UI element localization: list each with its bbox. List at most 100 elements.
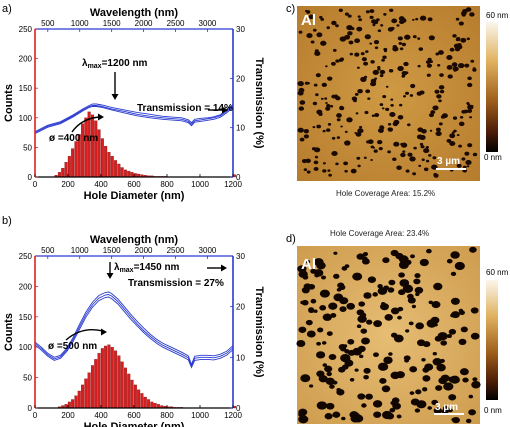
afm-hole [387, 150, 391, 154]
afm-hole [369, 9, 375, 14]
histogram-bar [67, 156, 71, 178]
right-tick-label: 10 [236, 353, 245, 362]
afm-hole [353, 99, 357, 103]
afm-hole [465, 418, 472, 424]
afm-hole [452, 34, 457, 38]
afm-hole [461, 13, 466, 17]
afm-hole [306, 170, 311, 174]
afm-hole [303, 168, 308, 172]
afm-hole [403, 61, 409, 67]
afm-hole [454, 261, 465, 271]
histogram-bar [94, 359, 98, 409]
afm-hole [359, 312, 367, 318]
y-tick-label: 0 [28, 173, 33, 182]
afm-hole [370, 60, 375, 64]
panel-label-c: c) [286, 3, 295, 15]
afm-hole [349, 378, 355, 382]
afm-hole [462, 165, 467, 169]
histogram-bar [120, 361, 124, 409]
afm-hole [422, 375, 431, 382]
afm-hole [305, 319, 313, 326]
afm-hole [431, 301, 441, 309]
afm-hole [402, 95, 407, 98]
arrow-head [98, 113, 104, 121]
histogram-bar [114, 160, 118, 178]
afm-hole [326, 371, 332, 377]
afm-hole [454, 47, 461, 52]
afm-hole [372, 146, 376, 149]
afm-hole [464, 151, 470, 156]
afm-hole [387, 27, 394, 32]
afm-hole [359, 125, 363, 129]
afm-hole [316, 341, 322, 346]
afm-hole [416, 400, 427, 409]
afm-hole [422, 341, 431, 348]
afm-hole [306, 10, 311, 14]
histogram-bar [130, 172, 134, 178]
afm-hole [460, 326, 468, 333]
afm-hole [363, 367, 371, 374]
afm-hole [470, 104, 474, 108]
histogram-bar [81, 123, 85, 178]
scale-bar-d [434, 413, 464, 415]
afm-hole [312, 126, 316, 129]
afm-hole [439, 89, 445, 94]
afm-hole [435, 127, 441, 132]
afm-hole [400, 142, 404, 146]
afm-hole [433, 282, 443, 291]
afm-hole [374, 113, 380, 117]
right-tick-label: 0 [236, 173, 241, 182]
afm-hole [349, 52, 353, 56]
afm-hole [376, 18, 380, 22]
diameter-arrow [65, 328, 104, 341]
afm-hole [338, 344, 347, 350]
afm-hole [382, 95, 387, 99]
right-tick-label: 30 [236, 25, 245, 34]
histogram-bar [137, 389, 141, 409]
afm-hole [350, 27, 355, 31]
histogram-bar [127, 373, 131, 409]
afm-hole [355, 112, 359, 115]
colorbar-min-c: 0 nm [484, 153, 502, 162]
afm-hole [339, 105, 344, 109]
afm-hole [352, 347, 363, 356]
afm-hole [440, 340, 448, 346]
histogram-bar [67, 401, 71, 409]
histogram-bar [104, 146, 108, 178]
histogram-bar [127, 170, 131, 178]
lambda-max-label: λmax=1450 nm [114, 262, 180, 274]
afm-hole [343, 161, 349, 166]
afm-hole [303, 134, 309, 139]
afm-hole [367, 139, 374, 145]
afm-hole [467, 109, 473, 113]
afm-hole [411, 304, 417, 309]
afm-hole [339, 36, 347, 42]
colorbar-max-c: 60 nm [486, 11, 509, 20]
afm-hole [390, 307, 400, 315]
top-axis-title: Wavelength (nm) [90, 234, 179, 246]
afm-hole [458, 338, 467, 346]
histogram-bar [64, 162, 68, 178]
histogram-bar [71, 148, 75, 178]
afm-image-c [297, 6, 480, 181]
afm-hole [333, 251, 338, 255]
afm-hole [319, 289, 330, 298]
afm-hole [354, 92, 359, 96]
afm-hole [425, 145, 429, 149]
afm-hole [407, 152, 413, 157]
afm-hole [465, 160, 472, 165]
colorbar-d [486, 280, 498, 400]
afm-hole [298, 87, 305, 93]
afm-hole [299, 100, 306, 105]
y-axis-title: Counts [3, 84, 15, 122]
afm-hole [393, 141, 400, 147]
afm-hole [316, 351, 326, 359]
afm-hole [432, 351, 437, 356]
afm-hole [400, 18, 407, 23]
afm-hole [315, 93, 319, 97]
afm-hole [447, 408, 453, 413]
colorbar-c [486, 22, 498, 152]
afm-hole [326, 104, 331, 108]
afm-hole [438, 99, 442, 103]
